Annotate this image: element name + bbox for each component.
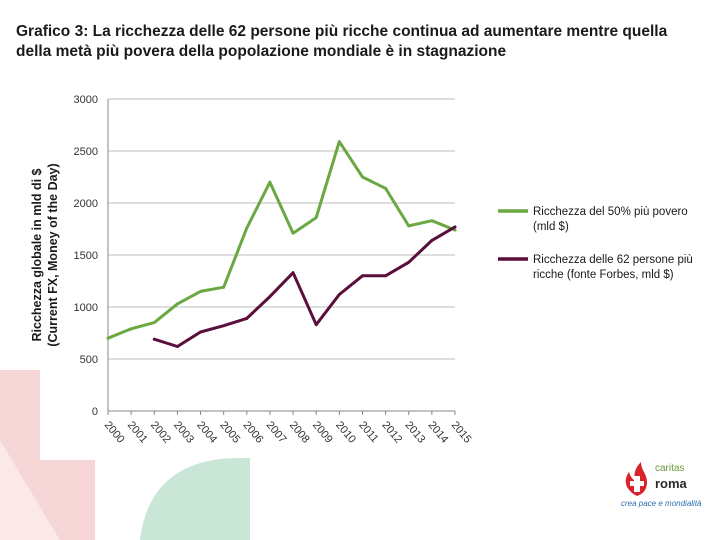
y-tick-label: 500: [80, 354, 98, 366]
data-point-0: [176, 302, 179, 306]
decor-green-shape: [140, 458, 250, 540]
data-point-1: [222, 324, 226, 328]
y-axis-ticks: 0 500 1000 1500 2000 2500 3000: [74, 94, 98, 418]
x-tick-label: 2006: [241, 419, 266, 445]
x-tick-label: 2002: [148, 419, 173, 445]
y-axis-label-line2: (Current FX, Money of the Day): [46, 163, 60, 346]
data-point-1: [453, 225, 457, 229]
legend-label-poorest-line1: Ricchezza del 50% più povero: [533, 206, 688, 218]
data-point-1: [199, 330, 202, 334]
legend: Ricchezza del 50% più povero (mld $) Ric…: [498, 206, 693, 281]
data-point-1: [384, 274, 387, 278]
data-point-0: [453, 228, 457, 232]
legend-label-poorest-line2: (mld $): [533, 221, 569, 233]
data-point-0: [337, 140, 341, 144]
legend-label-richest-line2: ricche (fonte Forbes, mld $): [533, 269, 674, 281]
x-tick-label: 2015: [449, 419, 474, 445]
data-point-0: [129, 327, 133, 331]
data-point-0: [314, 216, 318, 219]
y-tick-label: 1500: [74, 250, 98, 262]
series-lines: [106, 140, 457, 348]
data-point-0: [407, 224, 411, 228]
data-point-0: [245, 226, 249, 230]
x-tick-label: 2001: [125, 419, 150, 445]
x-tick-label: 2005: [217, 419, 242, 445]
data-point-1: [268, 295, 272, 298]
y-axis-label-line1: Ricchezza globale in mld di $: [30, 168, 44, 341]
data-point-0: [152, 321, 156, 324]
data-point-0: [268, 180, 272, 184]
x-tick-label: 2008: [287, 419, 312, 445]
data-point-1: [430, 239, 434, 242]
y-tick-label: 2000: [74, 198, 98, 210]
data-point-0: [106, 336, 110, 340]
data-point-1: [176, 345, 179, 348]
x-tick-label: 2012: [379, 419, 404, 445]
data-point-1: [291, 271, 295, 275]
caritas-flame-icon: [625, 462, 647, 496]
data-point-1: [245, 317, 249, 320]
decor-light-shape: [0, 440, 60, 540]
y-tick-label: 1000: [74, 302, 98, 314]
x-tick-label: 2013: [402, 419, 427, 445]
data-point-1: [152, 337, 156, 341]
y-tick-label: 0: [92, 406, 98, 418]
y-tick-label: 2500: [74, 146, 98, 158]
data-point-0: [291, 231, 295, 235]
x-tick-label: 2000: [102, 419, 127, 445]
data-point-1: [314, 323, 318, 327]
logo-tagline: crea pace e mondialità: [621, 499, 702, 508]
x-tick-label: 2004: [194, 419, 219, 445]
x-tick-label: 2003: [171, 419, 196, 445]
x-tick-label: 2010: [333, 419, 358, 445]
chart-title: Grafico 3: La ricchezza delle 62 persone…: [16, 23, 668, 60]
x-axis-ticks: 2000200120022003200420052006200720082009…: [102, 411, 474, 446]
y-axis-label: Ricchezza globale in mld di $ (Current F…: [30, 163, 60, 346]
data-point-0: [430, 219, 434, 223]
data-point-1: [361, 274, 364, 278]
data-point-0: [199, 290, 202, 293]
series-line-0: [106, 140, 457, 340]
data-point-1: [337, 293, 341, 296]
data-point-1: [407, 260, 411, 264]
data-point-0: [361, 175, 364, 179]
legend-label-richest-line1: Ricchezza delle 62 persone più: [533, 254, 693, 266]
data-point-0: [222, 285, 226, 289]
x-tick-label: 2014: [426, 419, 451, 445]
gridlines: [107, 98, 455, 412]
logo-brand-main: roma: [655, 476, 687, 491]
x-tick-label: 2009: [310, 419, 335, 445]
series-line-1: [152, 225, 457, 348]
data-point-0: [384, 187, 387, 190]
y-tick-label: 3000: [74, 94, 98, 106]
x-tick-label: 2011: [356, 419, 380, 445]
x-tick-label: 2007: [264, 419, 289, 445]
caritas-logo: caritas roma crea pace e mondialità: [617, 458, 717, 514]
logo-brand-top: caritas: [655, 463, 685, 474]
